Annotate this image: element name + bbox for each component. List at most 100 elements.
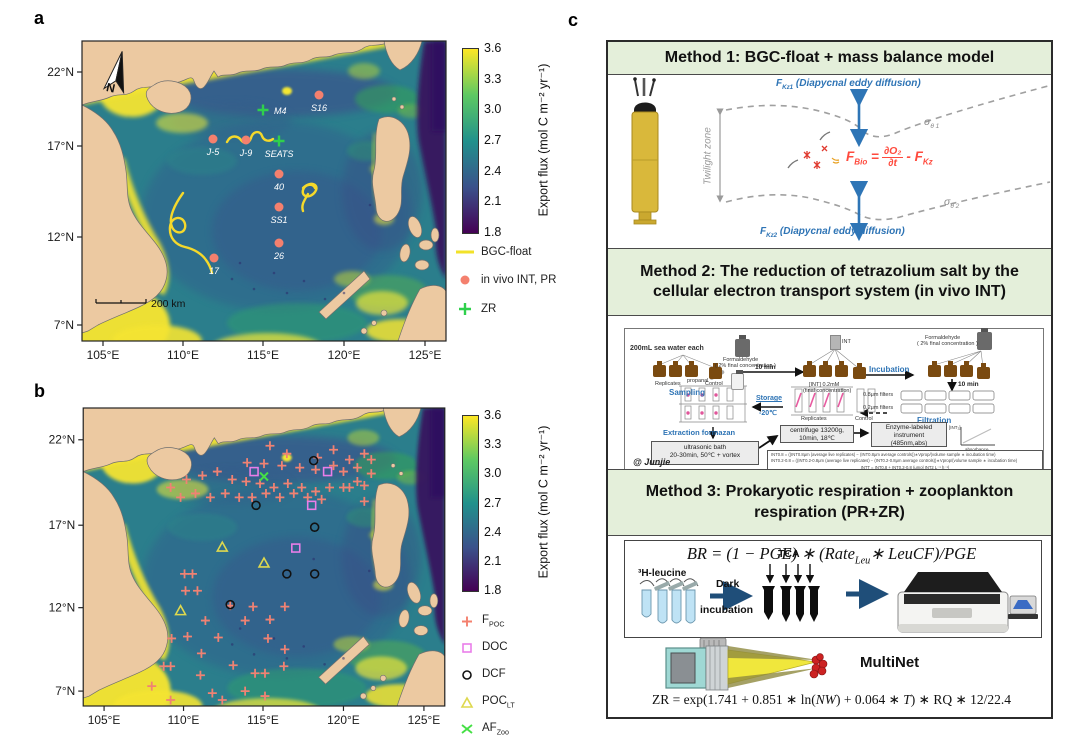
leucine-tubes-icon xyxy=(639,578,699,624)
control-label: Control xyxy=(705,381,723,387)
bgc-float-line-icon xyxy=(456,250,474,254)
marker-afzoo xyxy=(259,471,269,482)
isopycnal-upper xyxy=(725,85,1049,138)
marker-fpoc xyxy=(366,455,376,465)
multinet-icon xyxy=(665,637,828,691)
filters-08-label: 0.8μm filters xyxy=(863,392,894,398)
marker-fpoc xyxy=(147,681,157,691)
int-equations-fine-print: INT0.8 = ((INT0.8μm (average live replic… xyxy=(767,450,1043,471)
sample-bottle xyxy=(928,361,941,377)
marker-fpoc xyxy=(200,616,210,626)
marker-fpoc xyxy=(265,615,275,625)
station-label: 40 xyxy=(274,182,284,192)
station-label: J-9 xyxy=(239,148,253,158)
marker-fpoc xyxy=(212,467,222,477)
legend-b-label: POCLT xyxy=(482,695,515,710)
h3-leucine-label: ³H-leucine xyxy=(638,568,687,579)
marker-fpoc xyxy=(227,475,237,484)
marker-fpoc xyxy=(283,479,293,488)
int-conc-label: [INT] 0.2mM xyxy=(809,382,840,388)
x-axis-tick: 115°E xyxy=(247,713,279,727)
x-axis-tick: 125°E xyxy=(409,348,442,362)
twilight-zone-label: Twilight zone xyxy=(702,127,714,185)
x-axis-tick: 125°E xyxy=(408,713,441,727)
marker-fpoc xyxy=(311,486,321,496)
doc-square-icon xyxy=(462,643,472,653)
dark-label: Dark xyxy=(716,578,740,590)
marker-fpoc xyxy=(359,449,369,459)
marker-fpoc xyxy=(247,492,257,502)
marker-fpoc xyxy=(190,488,200,498)
marker-fpoc xyxy=(279,661,289,671)
marker-fpoc xyxy=(275,492,285,502)
marker-dcf xyxy=(309,522,320,532)
station-zr xyxy=(257,104,269,116)
extraction-label: Extraction formazan xyxy=(663,428,736,437)
method1-title: Method 1: BGC-float + mass balance model xyxy=(664,48,995,66)
fkz1-label: FKz1 (Diapycnal eddy diffusion) xyxy=(776,78,921,91)
marker-fpoc xyxy=(280,644,290,654)
y-axis-tick: 22°N xyxy=(47,65,74,79)
method3-diagram xyxy=(639,564,1038,633)
marker-fpoc xyxy=(188,569,197,579)
marker-fpoc xyxy=(167,633,177,643)
station-label: 26 xyxy=(273,251,284,261)
panel-a-letter: a xyxy=(34,8,45,28)
legend-b-dcf: DCF xyxy=(458,668,506,682)
marker-doc xyxy=(322,466,333,477)
marker-fpoc xyxy=(261,488,271,498)
marker-fpoc xyxy=(282,449,292,459)
x-axis-tick: 120°E xyxy=(328,348,361,362)
station-zr xyxy=(273,135,285,147)
marker-fpoc xyxy=(205,492,215,502)
colorbar-tick: 2.1 xyxy=(484,553,502,568)
colorbar-tick: 2.7 xyxy=(484,495,502,510)
method2-header: Method 2: The reduction of tetrazolium s… xyxy=(608,248,1051,316)
y-axis-tick: 17°N xyxy=(47,139,74,153)
y-axis-tick: 7°N xyxy=(54,318,74,332)
incubation-label: Incubation xyxy=(869,365,910,374)
marker-fpoc xyxy=(234,492,244,502)
colorbar-tick: 1.8 xyxy=(484,225,502,239)
legend-b-doc: DOC xyxy=(458,641,508,655)
bgc-float-track xyxy=(168,191,214,275)
int-packet-icon xyxy=(830,335,841,350)
marker-fpoc xyxy=(338,482,348,492)
replicates-label: Replicates xyxy=(655,381,681,387)
legend-b-label: AFZoo xyxy=(482,722,509,737)
colorbar-b-label: Export flux (mol C m⁻² yr⁻¹) xyxy=(536,425,551,579)
sample-bottle xyxy=(653,361,666,377)
colorbar-tick: 2.4 xyxy=(484,163,502,178)
panel-c-letter: c xyxy=(568,10,579,30)
colorbar-tick: 3.6 xyxy=(484,41,502,55)
multinet-label: MultiNet xyxy=(860,654,920,671)
colorbar-tick: 1.8 xyxy=(484,583,502,597)
marker-fpoc xyxy=(240,686,250,696)
graph-x-label: absorbance xyxy=(965,447,989,452)
scale-bar: 200 km xyxy=(95,298,186,310)
method2-content: 200mL sea water each Replicates Control … xyxy=(608,314,1055,473)
control-bottle xyxy=(709,363,722,379)
marker-fpoc xyxy=(192,586,202,596)
legend-a-label: ZR xyxy=(481,303,497,315)
marker-fpoc xyxy=(217,695,227,705)
zr-plus-icon xyxy=(459,303,471,315)
sigma-theta-1-label: σθ 1 xyxy=(924,116,940,131)
marker-fpoc xyxy=(241,477,251,486)
marker-doc xyxy=(291,543,301,553)
marker-doc xyxy=(249,466,259,477)
formaldehyde-canister-icon xyxy=(977,328,992,350)
y-axis-tick: 17°N xyxy=(49,518,76,532)
marker-fpoc xyxy=(277,461,287,471)
marker-fpoc xyxy=(228,660,238,670)
map-panel-a: 105°E 110°E 115°E 120°E 125°E 22°N 17°N 12°N 7°N… xyxy=(47,40,447,362)
x-axis-tick: 110°E xyxy=(167,348,199,362)
station-int-pr xyxy=(314,90,324,100)
legend-a-int-pr: in vivo INT, PR xyxy=(455,274,556,286)
int-label: INT xyxy=(842,339,851,345)
method3-header: Method 3: Prokaryotic respiration + zoop… xyxy=(608,469,1051,536)
formazan-racks xyxy=(791,386,876,416)
station-int-pr xyxy=(241,135,251,145)
marker-fpoc xyxy=(265,441,275,451)
